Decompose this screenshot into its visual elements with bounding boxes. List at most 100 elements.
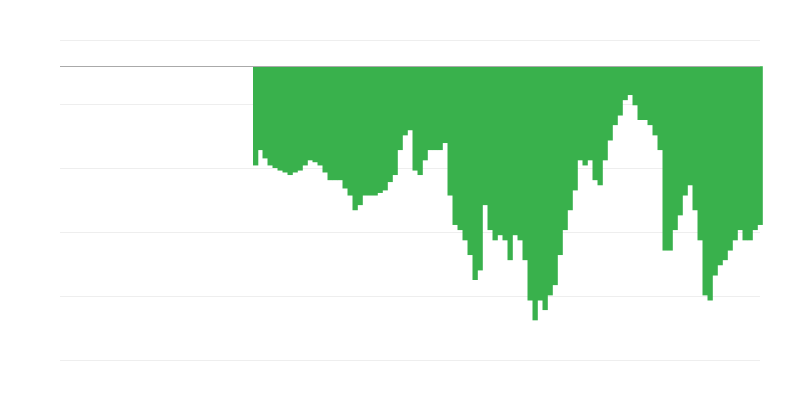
drawdown-bar — [412, 66, 418, 171]
drawdown-bar — [652, 66, 658, 136]
drawdown-bar — [277, 66, 283, 171]
drawdown-bar — [322, 66, 328, 173]
drawdown-bar — [707, 66, 713, 301]
drawdown-bar — [562, 66, 568, 231]
drawdown-bar — [307, 66, 313, 161]
drawdown-bar — [637, 66, 643, 120]
drawdown-bar — [507, 66, 513, 261]
drawdown-bar — [397, 66, 403, 151]
drawdown-bar — [262, 66, 268, 159]
drawdown-bar — [257, 66, 263, 151]
drawdown-bar — [677, 66, 683, 216]
drawdown-bar — [687, 66, 693, 186]
drawdown-bar — [722, 66, 728, 261]
drawdown-bar — [602, 66, 608, 161]
drawdown-bar — [482, 66, 488, 206]
drawdown-bar — [422, 66, 428, 161]
drawdown-bar — [617, 66, 623, 116]
drawdown-bar — [377, 66, 383, 193]
drawdown-bar — [522, 66, 528, 261]
drawdown-bar — [527, 66, 533, 301]
drawdown-bar — [362, 66, 368, 196]
drawdown-bar — [342, 66, 348, 189]
drawdown-bar — [757, 66, 763, 225]
drawdown-bar — [492, 66, 498, 241]
drawdown-bar — [287, 66, 293, 176]
drawdown-bar — [567, 66, 573, 211]
drawdown-area — [253, 66, 763, 321]
drawdown-bar — [292, 66, 298, 173]
drawdown-bar — [592, 66, 598, 181]
drawdown-bar — [317, 66, 323, 166]
drawdown-bar — [337, 66, 343, 181]
drawdown-bar — [332, 66, 338, 181]
drawdown-bar — [512, 66, 518, 236]
drawdown-bar — [402, 66, 408, 136]
drawdown-bar — [427, 66, 433, 151]
drawdown-bar — [572, 66, 578, 191]
drawdown-bar — [532, 66, 538, 321]
drawdown-bar — [382, 66, 388, 191]
drawdown-bar — [432, 66, 438, 151]
drawdown-bar — [752, 66, 758, 231]
drawdown-bar — [537, 66, 543, 301]
drawdown-bar — [697, 66, 703, 241]
drawdown-bar — [717, 66, 723, 266]
drawdown-bar — [497, 66, 503, 236]
drawdown-bar — [253, 66, 259, 166]
drawdown-bar — [557, 66, 563, 256]
drawdown-bar — [407, 66, 413, 131]
drawdown-bar — [272, 66, 278, 168]
drawdown-bar — [452, 66, 458, 225]
drawdown-bar — [667, 66, 673, 251]
drawdown-bar — [372, 66, 378, 196]
drawdown-bar — [282, 66, 288, 173]
drawdown-bar — [297, 66, 303, 171]
drawdown-bar — [467, 66, 473, 256]
drawdown-bar — [607, 66, 613, 141]
drawdown-bar — [587, 66, 593, 161]
drawdown-bar — [737, 66, 743, 231]
drawdown-bar — [712, 66, 718, 276]
drawdown-bar — [597, 66, 603, 186]
drawdown-bar — [647, 66, 653, 126]
drawdown-bar — [662, 66, 668, 251]
drawdown-bar — [357, 66, 363, 206]
drawdown-bar — [302, 66, 308, 166]
drawdown-bar — [577, 66, 583, 161]
drawdown-bar — [632, 66, 638, 106]
drawdown-bar — [417, 66, 423, 176]
drawdown-bar — [627, 66, 633, 96]
drawdown-bar — [447, 66, 453, 196]
gridlines — [60, 40, 760, 361]
drawdown-bar — [692, 66, 698, 211]
drawdown-bar — [457, 66, 463, 231]
drawdown-bar — [517, 66, 523, 241]
drawdown-bar — [462, 66, 468, 241]
drawdown-bar — [437, 66, 443, 151]
drawdown-bar — [657, 66, 663, 151]
drawdown-bar — [747, 66, 753, 241]
drawdown-bar — [367, 66, 373, 196]
drawdown-bar — [672, 66, 678, 231]
drawdown-bar — [742, 66, 748, 241]
drawdown-bar — [387, 66, 393, 183]
drawdown-bar — [702, 66, 708, 296]
drawdown-bar — [727, 66, 733, 251]
drawdown-bar — [642, 66, 648, 120]
drawdown-bar — [477, 66, 483, 271]
drawdown-bar — [502, 66, 508, 241]
drawdown-bar — [547, 66, 553, 296]
drawdown-bar — [442, 66, 448, 144]
drawdown-bar — [612, 66, 618, 126]
drawdown-bar — [552, 66, 558, 286]
drawdown-bar — [542, 66, 548, 311]
drawdown-bar — [487, 66, 493, 231]
drawdown-bar — [327, 66, 333, 181]
drawdown-bar — [392, 66, 398, 176]
drawdown-bar — [622, 66, 628, 101]
drawdown-bar — [312, 66, 318, 163]
drawdown-bar — [732, 66, 738, 241]
drawdown-bar — [682, 66, 688, 196]
